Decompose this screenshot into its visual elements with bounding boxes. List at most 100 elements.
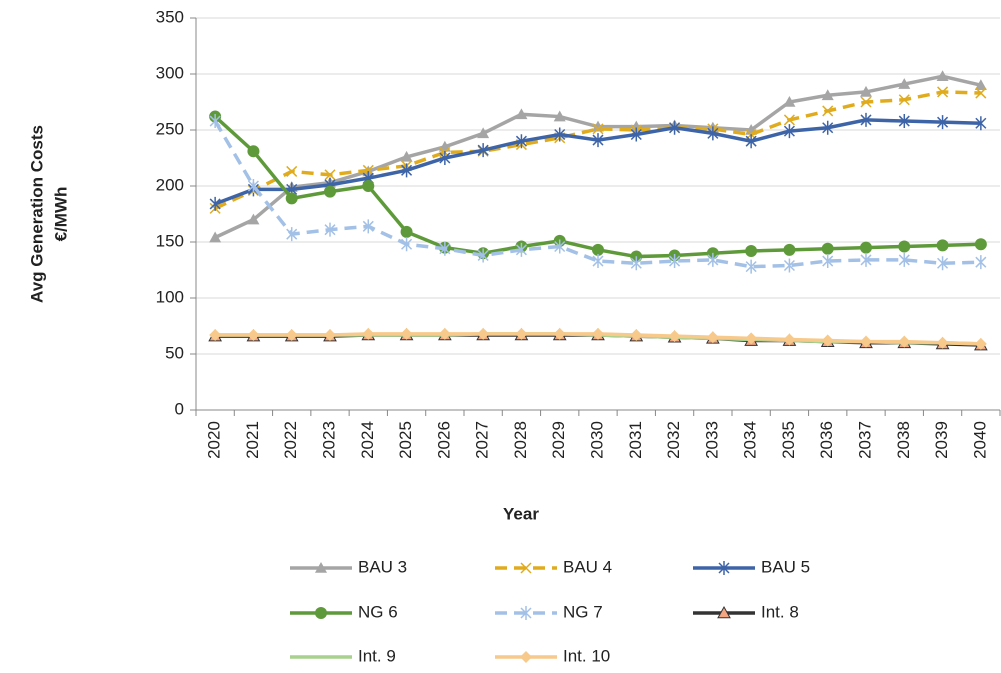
marker bbox=[286, 227, 298, 242]
marker bbox=[975, 116, 987, 131]
marker bbox=[247, 145, 260, 158]
marker bbox=[898, 240, 911, 253]
y-tick-label: 150 bbox=[156, 231, 184, 250]
marker bbox=[745, 244, 758, 257]
marker bbox=[315, 607, 327, 619]
legend-label: BAU 5 bbox=[761, 557, 810, 576]
marker bbox=[554, 127, 566, 142]
marker bbox=[401, 237, 413, 252]
x-tick-label: 2023 bbox=[319, 421, 338, 459]
marker bbox=[362, 180, 375, 192]
marker bbox=[477, 248, 489, 263]
marker bbox=[209, 231, 222, 243]
marker bbox=[937, 256, 949, 271]
marker bbox=[860, 85, 872, 97]
y-axis-title: Avg Generation Costs bbox=[27, 125, 46, 303]
x-tick-label: 2038 bbox=[894, 421, 913, 459]
legend-item: NG 6 bbox=[290, 602, 398, 621]
y-tick-label: 50 bbox=[165, 343, 184, 362]
marker bbox=[630, 127, 642, 142]
marker bbox=[783, 114, 795, 126]
marker bbox=[362, 219, 374, 234]
y-axis-title: €/MWh bbox=[51, 187, 70, 242]
marker bbox=[783, 333, 796, 346]
legend-label: NG 7 bbox=[563, 602, 603, 621]
x-tick-label: 2034 bbox=[741, 421, 760, 459]
x-axis-title: Year bbox=[503, 504, 539, 523]
legend-item: BAU 5 bbox=[693, 557, 810, 576]
marker bbox=[936, 70, 949, 82]
marker bbox=[592, 133, 604, 148]
marker bbox=[400, 150, 413, 162]
marker bbox=[860, 252, 872, 267]
marker bbox=[324, 328, 336, 341]
marker bbox=[706, 331, 719, 344]
marker bbox=[477, 127, 490, 139]
marker bbox=[745, 332, 758, 345]
x-tick-label: 2021 bbox=[243, 421, 262, 459]
marker bbox=[630, 328, 643, 341]
marker bbox=[592, 327, 604, 340]
marker bbox=[783, 258, 795, 273]
marker bbox=[669, 120, 681, 135]
marker bbox=[553, 110, 566, 122]
marker bbox=[898, 94, 910, 106]
marker bbox=[821, 89, 834, 101]
marker bbox=[209, 328, 222, 341]
marker bbox=[668, 330, 681, 343]
marker bbox=[400, 225, 413, 238]
marker bbox=[898, 78, 911, 89]
marker bbox=[936, 239, 949, 252]
legend-item: Int. 10 bbox=[495, 646, 610, 665]
x-tick-label: 2029 bbox=[549, 421, 568, 459]
series-line bbox=[214, 90, 981, 210]
marker bbox=[669, 254, 681, 269]
legend-label: BAU 4 bbox=[563, 557, 612, 576]
marker bbox=[707, 252, 719, 267]
legend-item: Int. 8 bbox=[693, 602, 799, 621]
marker bbox=[400, 327, 413, 340]
marker bbox=[515, 242, 527, 257]
y-tick-label: 300 bbox=[156, 63, 184, 82]
marker bbox=[439, 151, 451, 165]
marker bbox=[822, 120, 834, 135]
x-tick-label: 2039 bbox=[932, 421, 951, 459]
marker bbox=[324, 169, 336, 181]
y-tick-label: 350 bbox=[156, 7, 184, 26]
y-tick-label: 0 bbox=[175, 399, 184, 418]
marker bbox=[286, 165, 298, 177]
marker bbox=[822, 105, 834, 117]
marker bbox=[515, 108, 528, 120]
series-line bbox=[213, 120, 981, 269]
marker bbox=[937, 86, 949, 98]
marker bbox=[860, 112, 872, 127]
x-tick-label: 2027 bbox=[473, 421, 492, 459]
legend-label: NG 6 bbox=[358, 602, 398, 621]
y-tick-label: 100 bbox=[156, 287, 184, 306]
marker bbox=[707, 126, 719, 141]
marker bbox=[285, 328, 298, 341]
marker bbox=[783, 96, 796, 107]
x-tick-label: 2040 bbox=[970, 421, 989, 459]
marker bbox=[745, 259, 757, 274]
marker bbox=[860, 96, 872, 108]
x-tick-label: 2028 bbox=[511, 421, 530, 459]
legend-item: BAU 3 bbox=[290, 557, 407, 576]
marker bbox=[592, 243, 604, 256]
x-tick-label: 2022 bbox=[281, 421, 300, 459]
x-tick-label: 2036 bbox=[817, 421, 836, 459]
legend-label: Int. 9 bbox=[358, 646, 396, 665]
y-tick-label: 250 bbox=[156, 119, 184, 138]
marker bbox=[324, 222, 336, 237]
marker bbox=[718, 561, 730, 575]
marker bbox=[745, 134, 757, 149]
marker bbox=[936, 336, 949, 349]
legend-label: Int. 8 bbox=[761, 602, 799, 621]
x-tick-label: 2032 bbox=[664, 421, 683, 459]
marker bbox=[592, 254, 604, 269]
marker bbox=[401, 163, 413, 178]
marker bbox=[974, 238, 987, 251]
legend-label: Int. 10 bbox=[563, 646, 610, 665]
x-tick-label: 2025 bbox=[396, 421, 415, 459]
